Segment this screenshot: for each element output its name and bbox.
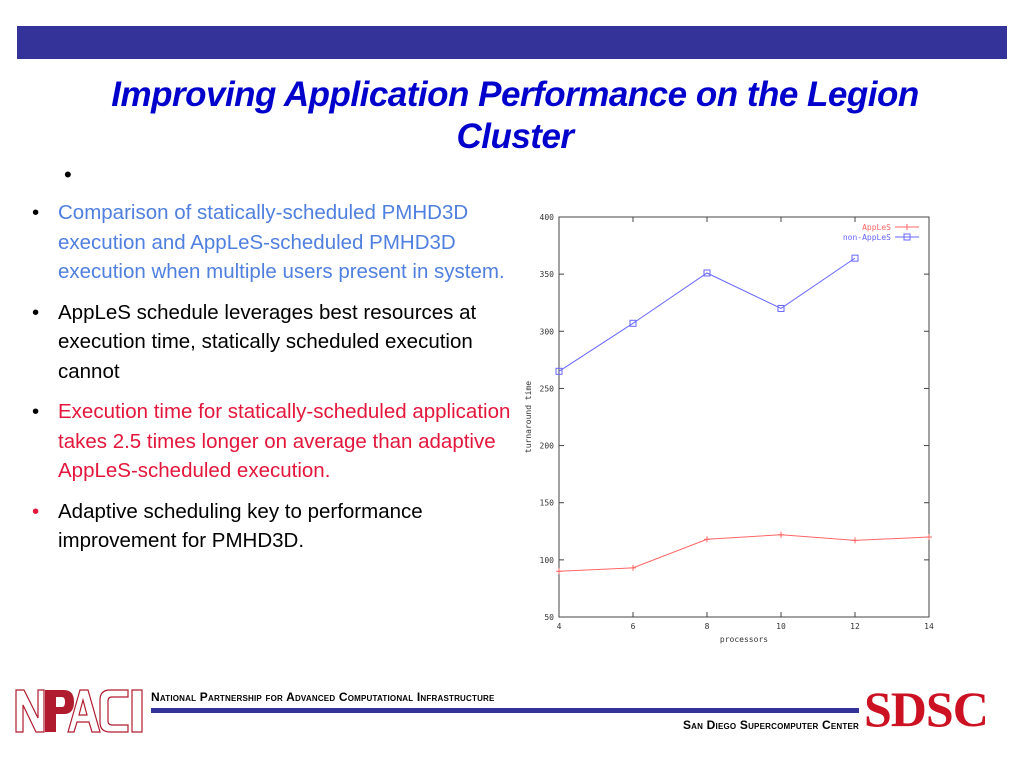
bullet-text: Execution time for statically-scheduled … (58, 400, 511, 482)
y-tick-label: 400 (540, 213, 555, 222)
header-bar (17, 26, 1007, 59)
x-tick-label: 10 (776, 622, 786, 631)
npaci-logo (15, 689, 143, 733)
data-point (556, 568, 562, 575)
data-point (851, 254, 859, 262)
y-tick-label: 250 (540, 384, 555, 393)
y-tick-label: 350 (540, 270, 555, 279)
series-apples (556, 531, 932, 575)
legend-marker (904, 224, 910, 230)
data-point (777, 304, 785, 312)
bullet-item: • Comparison of statically-scheduled PMH… (30, 198, 520, 287)
bullet-item: • Adaptive scheduling key to performance… (30, 497, 520, 556)
bullet-list: • Comparison of statically-scheduled PMH… (30, 198, 520, 567)
legend-label: AppLeS (862, 223, 891, 232)
series-line (558, 534, 930, 572)
data-point (926, 534, 932, 540)
sdsc-logo: SDSC (864, 681, 989, 737)
data-point (555, 367, 563, 375)
bullet-dot: • (32, 400, 40, 423)
legend-marker (903, 233, 911, 241)
y-tick-label: 200 (540, 442, 555, 451)
footer-sdsc-name: San Diego Supercomputer Center (682, 718, 859, 732)
y-axis-label: turnaround time (524, 381, 533, 453)
plot-frame (558, 216, 930, 618)
series-line (558, 257, 856, 372)
empty-bullet: • (64, 162, 72, 187)
data-point (630, 564, 636, 571)
y-tick-label: 100 (540, 556, 555, 565)
legend-label: non-AppLeS (843, 233, 891, 242)
data-point (704, 536, 710, 543)
bullet-dot: • (32, 300, 40, 324)
footer-npaci-name: National Partnership for Advanced Comput… (151, 690, 495, 704)
bullet-text: Comparison of statically-scheduled PMHD3… (58, 201, 505, 283)
chart-background (518, 205, 943, 645)
footer-divider (151, 708, 859, 713)
bullet-text: Adaptive scheduling key to performance i… (58, 499, 423, 553)
bullet-item: • Execution time for statically-schedule… (30, 397, 520, 486)
y-tick-label: 300 (540, 327, 555, 336)
data-point (703, 269, 711, 277)
x-tick-label: 14 (924, 622, 934, 631)
bullet-dot: • (32, 499, 40, 523)
x-tick-label: 8 (705, 622, 710, 631)
x-axis-label: processors (720, 635, 768, 644)
data-point (629, 319, 637, 327)
y-tick-label: 150 (540, 499, 555, 508)
x-tick-label: 4 (557, 622, 562, 631)
bullet-item: • AppLeS schedule leverages best resourc… (30, 298, 520, 387)
series-non-apples (555, 254, 859, 375)
x-tick-label: 6 (631, 622, 636, 631)
turnaround-chart: 50 100 150 200 250 300 350 400 4 6 8 10 12 14 process… (518, 205, 943, 645)
bullet-text: AppLeS schedule leverages best resources… (58, 300, 477, 383)
y-tick-label: 50 (544, 613, 554, 622)
data-point (778, 531, 784, 538)
x-tick-label: 12 (850, 622, 860, 631)
bullet-dot: • (32, 201, 40, 224)
data-point (852, 537, 858, 544)
slide-title: Improving Application Performance on the… (111, 75, 919, 156)
